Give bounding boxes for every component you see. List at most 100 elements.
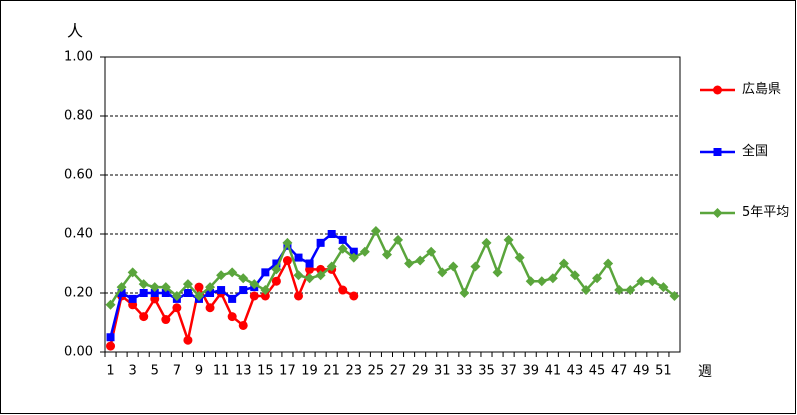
x-tick-label: 3 — [129, 364, 137, 379]
point — [106, 341, 116, 351]
point — [282, 256, 292, 266]
point — [316, 264, 326, 274]
point — [128, 294, 137, 303]
x-tick-label: 11 — [213, 364, 230, 379]
point — [238, 320, 248, 330]
point — [149, 282, 160, 293]
point — [106, 333, 115, 342]
x-tick-label: 33 — [456, 364, 473, 379]
x-tick-label: 9 — [195, 364, 203, 379]
point — [381, 249, 392, 260]
x-tick-label: 7 — [173, 364, 181, 379]
point — [293, 270, 304, 281]
point — [481, 237, 492, 248]
point — [183, 289, 192, 297]
point — [370, 226, 381, 237]
point — [305, 259, 314, 268]
point — [171, 290, 182, 301]
point — [514, 252, 525, 263]
point — [271, 264, 282, 275]
point — [205, 303, 215, 313]
point — [261, 268, 270, 277]
x-tick-label: 25 — [368, 364, 385, 379]
point — [415, 255, 426, 266]
series-line — [109, 228, 676, 306]
point — [127, 267, 138, 278]
point — [558, 258, 569, 269]
point — [117, 289, 126, 297]
x-tick-label: 19 — [301, 364, 318, 379]
point — [194, 282, 204, 292]
point — [603, 258, 614, 269]
point — [437, 267, 448, 278]
x-tick-label: 29 — [412, 364, 429, 379]
x-tick-label: 45 — [589, 364, 606, 379]
x-tick-label: 51 — [655, 364, 672, 379]
point — [316, 238, 325, 247]
x-tick-label: 31 — [434, 364, 451, 379]
y-tick-label: 0.60 — [64, 168, 93, 183]
point — [338, 285, 348, 295]
point — [161, 315, 171, 325]
y-tick-label: 0.20 — [64, 286, 93, 301]
point — [249, 279, 260, 290]
point — [569, 270, 580, 281]
x-tick-label: 23 — [346, 364, 363, 379]
point — [116, 282, 127, 293]
point — [327, 230, 336, 238]
point — [239, 286, 248, 295]
point — [304, 273, 315, 284]
point — [625, 285, 636, 296]
legend-item: 広島県 — [742, 82, 782, 97]
y-tick-label: 0.80 — [64, 109, 93, 124]
y-tick-label: 1.00 — [64, 50, 93, 65]
point — [503, 234, 514, 245]
point — [581, 285, 592, 296]
legend-label: 広島県 — [742, 82, 782, 97]
point — [492, 267, 503, 278]
x-tick-label: 17 — [279, 364, 296, 379]
x-tick-label: 5 — [151, 364, 159, 379]
point — [315, 270, 326, 281]
point — [260, 285, 271, 296]
point — [404, 258, 415, 269]
legend-label: 全国 — [742, 144, 769, 159]
x-tick-label: 35 — [478, 364, 495, 379]
legend-marker — [712, 208, 723, 218]
x-tick-label: 15 — [257, 364, 274, 379]
point — [658, 282, 669, 293]
point — [470, 261, 481, 272]
point — [217, 286, 226, 295]
point — [238, 273, 249, 284]
y-tick-label: 0.40 — [64, 227, 93, 242]
point — [393, 234, 404, 245]
point — [150, 289, 159, 297]
legend-item: 5年平均 — [742, 205, 789, 220]
x-tick-label: 21 — [323, 364, 340, 379]
point — [326, 261, 337, 272]
x-tick-label: 47 — [611, 364, 628, 379]
point — [547, 273, 558, 284]
legend-item: 全国 — [742, 144, 769, 159]
x-tick-label: 13 — [235, 364, 252, 379]
point — [614, 285, 625, 296]
point — [338, 235, 347, 244]
point — [138, 279, 149, 290]
point — [271, 276, 281, 286]
y-tick-label: 0.00 — [64, 345, 93, 360]
point — [282, 237, 293, 248]
x-tick-label: 1 — [106, 364, 114, 379]
point — [359, 246, 370, 257]
legend-marker — [713, 85, 722, 95]
point — [160, 282, 171, 293]
point — [669, 290, 680, 301]
point — [249, 291, 259, 301]
point — [448, 261, 459, 272]
point — [216, 270, 227, 281]
point — [349, 247, 358, 256]
point — [636, 276, 647, 287]
x-tick-label: 41 — [545, 364, 562, 379]
x-tick-label: 39 — [522, 364, 539, 379]
